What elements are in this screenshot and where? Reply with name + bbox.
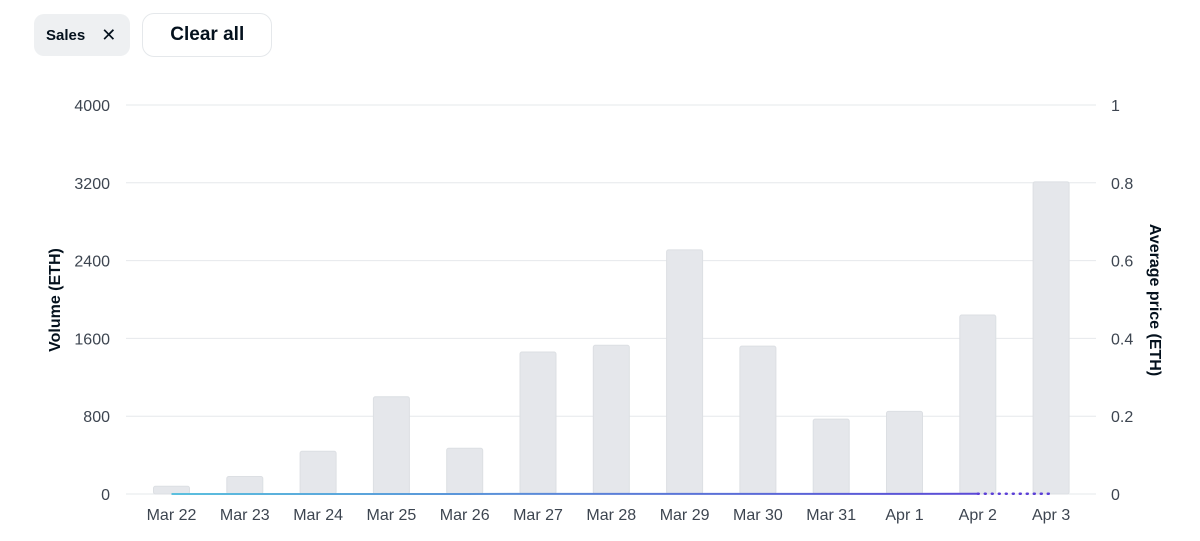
volume-bar (1032, 181, 1070, 495)
y-tick-label: 2400 (74, 254, 110, 271)
x-tick-label: Apr 2 (959, 507, 997, 524)
y2-tick-label: 1 (1111, 98, 1120, 115)
y-tick-label: 3200 (74, 176, 110, 193)
x-tick-label: Mar 31 (806, 507, 856, 524)
x-tick-label: Mar 24 (293, 507, 343, 524)
x-tick-label: Apr 1 (885, 507, 923, 524)
x-tick-label: Apr 3 (1032, 507, 1070, 524)
y-tick-label: 1600 (74, 331, 110, 348)
x-tick-label: Mar 27 (513, 507, 563, 524)
x-tick-label: Mar 28 (586, 507, 636, 524)
x-tick-label: Mar 25 (367, 507, 417, 524)
volume-bar (592, 344, 630, 495)
y2-tick-label: 0.2 (1111, 409, 1133, 426)
volume-bar (299, 450, 337, 495)
volume-bar (446, 447, 484, 495)
x-tick-label: Mar 22 (147, 507, 197, 524)
y-axis-title: Volume (ETH) (47, 248, 64, 352)
volume-bar (886, 410, 923, 495)
clear-all-button[interactable]: Clear all (142, 13, 273, 57)
y2-tick-label: 0.4 (1111, 331, 1133, 348)
y2-tick-label: 0 (1111, 487, 1120, 504)
x-tick-label: Mar 23 (220, 507, 270, 524)
volume-bar (666, 249, 704, 495)
volume-bar (372, 396, 410, 495)
volume-bar (959, 314, 997, 495)
y2-tick-label: 0.8 (1111, 176, 1133, 193)
volume-bar (519, 351, 557, 495)
volume-bar (812, 418, 850, 495)
y-tick-label: 800 (83, 409, 110, 426)
y-tick-label: 4000 (74, 98, 110, 115)
y2-axis-title: Average price (ETH) (1146, 224, 1163, 376)
close-icon[interactable]: ✕ (101, 25, 117, 45)
volume-bar (153, 485, 190, 495)
volume-bar (226, 475, 264, 495)
x-tick-label: Mar 26 (440, 507, 490, 524)
x-tick-label: Mar 29 (660, 507, 710, 524)
volume-bar (739, 345, 777, 495)
filter-bar: Sales ✕ Clear all (34, 13, 273, 57)
y-tick-label: 0 (101, 487, 110, 504)
x-tick-label: Mar 30 (733, 507, 783, 524)
sales-filter-chip[interactable]: Sales ✕ (34, 14, 131, 56)
y2-tick-label: 0.6 (1111, 254, 1133, 271)
sales-chip-label: Sales (46, 26, 86, 44)
